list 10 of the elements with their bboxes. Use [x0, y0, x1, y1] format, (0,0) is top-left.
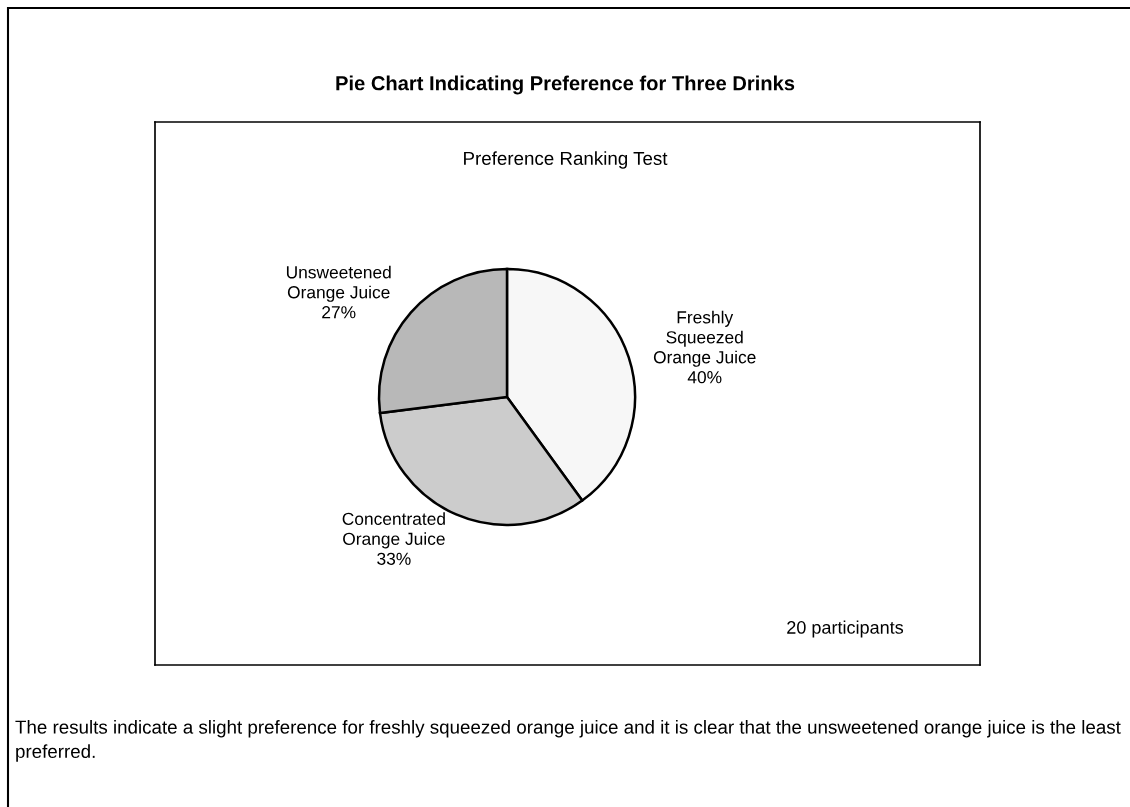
- slice-label: Freshly Squeezed Orange Juice: [653, 310, 756, 367]
- text: 20 participants: [787, 620, 904, 638]
- text: The results indicate a slight preference for freshly squeezed orange juice and it is clear that the unsweetened orange juice is the least preferred.: [15, 720, 1121, 762]
- slice-label: Unsweetened Orange Juice: [286, 265, 391, 302]
- data-label: 40%: [687, 371, 722, 384]
- slice-label: Concentrated Orange Juice: [342, 512, 445, 549]
- data-label: 27%: [322, 306, 356, 319]
- data-label: 33%: [377, 552, 411, 565]
- chart-title: Pie Chart Indicating Preference for Three Drinks: [336, 75, 795, 95]
- chart-subtitle: Preference Ranking Test: [464, 151, 668, 169]
